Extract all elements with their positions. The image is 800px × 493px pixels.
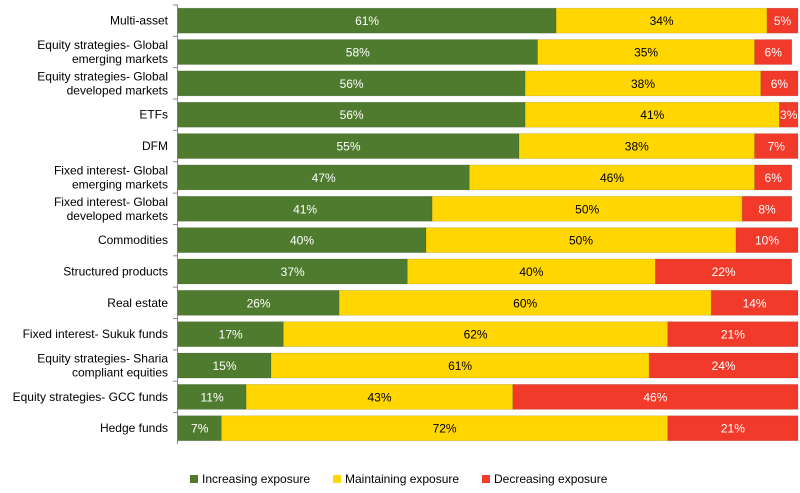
data-label: 56% [340,77,364,91]
bar-segment-maintaining-exposure [555,7,768,34]
data-label: 6% [765,46,783,60]
category-label: Real estate [107,296,168,310]
legend-swatch [333,475,341,483]
data-label: 34% [650,14,674,28]
category-label: DFM [142,139,168,153]
bar-segment-increasing-exposure [177,7,557,34]
bar-segment-increasing-exposure [177,258,408,285]
bar-segment-maintaining-exposure [425,227,737,253]
data-label: 8% [758,202,776,216]
bar-segment-decreasing-exposure [754,164,793,191]
data-label: 37% [281,265,305,279]
legend-swatch [190,475,198,483]
data-label: 46% [643,390,667,404]
bar-segment-increasing-exposure [177,39,538,65]
bar-segment-decreasing-exposure [667,415,799,442]
bar-segment-increasing-exposure [177,415,222,442]
category-label: Multi-asset [110,14,169,28]
category-label: Fixed interest- Global developed markets [54,195,168,223]
bar-segment-decreasing-exposure [760,70,799,97]
bar-segment-decreasing-exposure [754,39,793,65]
bar-segment-maintaining-exposure [407,258,656,285]
bar-segment-increasing-exposure [177,289,340,316]
data-label: 38% [631,77,655,91]
data-label: 17% [219,328,243,342]
category-label: Fixed interest- Global emerging markets [54,163,168,191]
legend-label: Maintaining exposure [345,472,459,486]
data-label: 10% [755,234,779,248]
category-label: Fixed interest- Sukuk funds [23,327,168,341]
data-label: 7% [191,422,209,436]
bar-segment-increasing-exposure [177,195,433,222]
legend-label: Increasing exposure [202,472,310,486]
data-label: 6% [765,171,783,185]
data-label: 47% [312,171,336,185]
bar-segment-decreasing-exposure [735,227,799,253]
data-label: 46% [600,171,624,185]
legend-label: Decreasing exposure [494,472,608,486]
data-label: 60% [513,296,537,310]
bar-segment-decreasing-exposure [512,384,799,410]
data-label: 61% [448,359,472,373]
bar-segment-decreasing-exposure [710,289,799,316]
data-label: 50% [575,202,599,216]
data-label: 40% [290,234,314,248]
category-label: ETFs [139,108,168,122]
bar-segment-decreasing-exposure [766,7,799,34]
category-label: Equity strategies- Sharia compliant equit… [37,352,168,380]
data-label: 21% [721,328,745,342]
bar-segment-decreasing-exposure [741,195,793,222]
bar-segment-decreasing-exposure [779,101,799,128]
bar-segment-decreasing-exposure [754,133,799,159]
data-label: 15% [212,359,236,373]
bar-segment-maintaining-exposure [518,133,755,159]
data-label: 5% [774,14,792,28]
data-label: 14% [743,296,767,310]
data-label: 62% [464,328,488,342]
bar-segment-maintaining-exposure [524,101,780,128]
data-label: 11% [201,390,224,404]
data-label: 40% [519,265,543,279]
bar-segment-decreasing-exposure [667,321,799,348]
bar-segment-maintaining-exposure [270,352,650,379]
bar-segment-decreasing-exposure [648,352,799,379]
category-label: Hedge funds [100,421,168,435]
bar-segment-increasing-exposure [177,164,470,191]
data-label: 72% [433,422,457,436]
data-label: 7% [768,140,786,154]
data-label: 56% [340,108,364,122]
bar-segment-maintaining-exposure [221,415,669,442]
data-label: 6% [771,77,789,91]
data-label: 55% [336,140,360,154]
category-label: Equity strategies- Global developed marke… [37,69,168,97]
data-label: 58% [346,46,370,60]
bar-segment-maintaining-exposure [431,195,743,222]
data-label: 24% [712,359,736,373]
category-label: Equity strategies- Global emerging market… [37,38,168,66]
bar-segment-increasing-exposure [177,384,247,410]
data-label: 50% [569,234,593,248]
data-label: 38% [625,140,649,154]
bar-segment-maintaining-exposure [469,164,755,191]
data-label: 22% [712,265,736,279]
data-label: 35% [634,46,658,60]
data-label: 41% [640,108,664,122]
data-label: 41% [293,202,317,216]
data-label: 21% [721,422,745,436]
category-label: Equity strategies- GCC funds [13,390,168,404]
category-label: Structured products [63,264,168,278]
bar-segment-increasing-exposure [177,321,284,348]
data-label: 3% [780,108,798,122]
data-label: 26% [247,296,271,310]
bar-segment-maintaining-exposure [537,39,755,65]
bar-segment-maintaining-exposure [245,384,514,410]
legend-swatch [482,475,490,483]
data-label: 43% [367,390,391,404]
bar-segment-decreasing-exposure [655,258,793,285]
data-label: 61% [355,14,379,28]
category-label: Commodities [98,233,168,247]
bar-segment-increasing-exposure [177,227,427,253]
bar-segment-maintaining-exposure [338,289,712,316]
